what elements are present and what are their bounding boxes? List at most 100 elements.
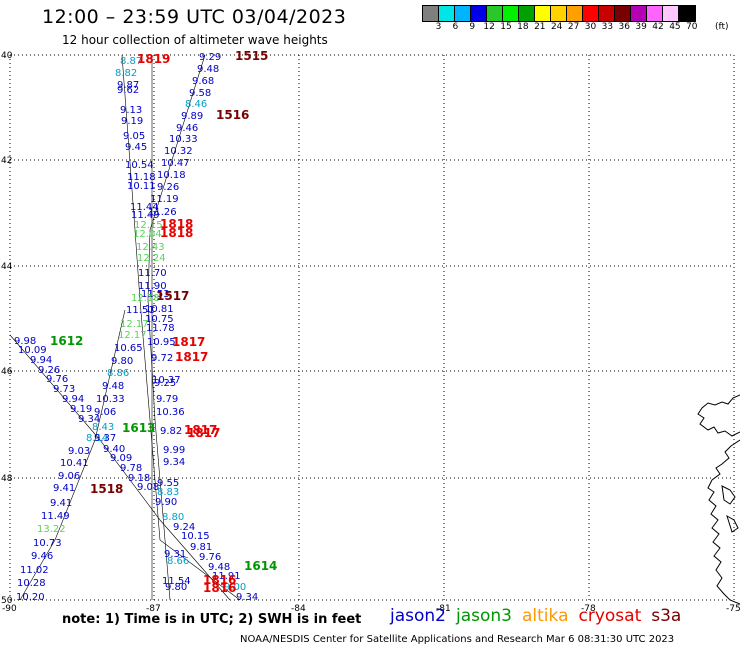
wave-height-value: 8.80 [162,512,184,523]
pass-time-label: 1516 [216,108,249,122]
wave-height-value: 9.81 [190,542,212,553]
wave-height-value: 9.62 [117,85,139,96]
wave-height-value: 10.28 [17,578,46,589]
legend-label: 45 [669,22,681,32]
pass-time-label: 1817 [172,335,205,349]
wave-height-value: 10.73 [33,538,62,549]
legend-label: 33 [601,22,614,32]
wave-height-value: 9.82 [160,426,182,437]
legend-swatch [535,6,551,21]
legend-label: 42 [652,22,664,32]
wave-height-value: 9.48 [102,381,124,392]
wave-height-value: 9.29 [199,52,221,63]
wave-height-value: 8.46 [185,99,207,110]
lon-tick-label: -75 [726,604,740,614]
wave-height-value: 9.40 [103,444,125,455]
wave-height-value: 9.58 [189,88,211,99]
pass-time-label: 1817 [184,423,217,437]
legend-swatch [583,6,599,21]
legend-swatch [615,6,631,21]
wave-height-value: 9.90 [155,497,177,508]
legend-label: 3 [435,22,442,32]
wave-height-value: 9.48 [208,562,230,573]
wave-height-value: 10.33 [96,394,125,405]
wave-height-value: 9.24 [173,522,195,533]
wave-height-value: 9.76 [199,552,221,563]
wave-height-value: 12.17 [120,319,149,330]
wave-height-value: 11.18 [127,172,156,183]
satellite-track-lines [9,54,241,601]
wave-height-value: 10.36 [156,407,185,418]
legend-label: 15 [500,22,512,32]
wave-height-value: 9.68 [192,76,214,87]
wave-height-value: 12.17 [118,330,147,341]
wave-height-value: 9.80 [111,356,133,367]
wave-height-value: 10.54 [125,160,154,171]
wave-height-value: 9.05 [123,131,145,142]
legend-label: 70 [686,22,698,32]
pass-time-label: 1818 [160,226,193,240]
wave-height-value: 10.33 [169,134,198,145]
pass-time-label: 1613 [122,421,155,435]
legend-swatch [519,6,535,21]
wave-height-value: 9.46 [176,123,198,134]
wave-height-value: 11.02 [20,565,49,576]
wave-height-value: 9.94 [62,394,84,405]
wave-height-value: 11.49 [131,210,160,221]
wave-height-value: 12.43 [136,242,165,253]
wave-height-value: 9.25 [154,378,176,389]
track-line [19,309,126,601]
wave-height-value: 9.72 [151,353,173,364]
legend-label: 24 [550,22,563,32]
wave-height-value: 12.04 [133,229,162,240]
wave-height-value: 10.81 [145,304,174,315]
lon-tick-label: -90 [2,604,17,614]
wave-height-value: 8.82 [115,68,137,79]
lon-tick-label: -78 [581,604,596,614]
wave-height-value: 9.03 [68,446,90,457]
track-line [9,334,231,601]
map-grid [9,54,735,601]
lat-tick-label: 50 [1,596,13,606]
pass-time-label: 1612 [50,334,83,348]
wave-height-value: 10.37 [152,375,181,386]
wave-height-value: 9.45 [125,142,147,153]
wave-height-value: 11.53 [141,289,170,300]
wave-height-value: 9.09 [110,453,132,464]
lat-tick-label: 48 [1,474,13,484]
wave-height-value: 13.22 [37,524,66,535]
wave-height-value: 9.37 [94,433,116,444]
legend-swatch [439,6,455,21]
wave-height-value: 10.18 [157,170,186,181]
lon-tick-label: -84 [291,604,306,614]
pass-time-label: 1518 [90,482,123,496]
legend-swatch [471,6,487,21]
wave-height-value: 12.24 [137,253,166,264]
legend-swatch [503,6,519,21]
wave-height-value: 10.65 [114,343,143,354]
wave-height-value: 10.15 [181,531,210,542]
wave-height-value: 10.75 [145,314,174,325]
lon-tick-label: -87 [146,604,161,614]
lon-tick-label: -81 [436,604,451,614]
pass-time-label: 1614 [244,559,277,573]
wave-height-value: 9.80 [165,582,187,593]
wave-height-value: 11.26 [148,207,177,218]
pass-time-label: 1819 [137,52,170,66]
wave-height-labels: 8.878.829.879.629.139.199.059.4510.5411.… [14,52,258,603]
wave-height-value: 9.73 [53,384,75,395]
legend-label: 39 [635,22,647,32]
legend-label: 21 [534,22,546,32]
wave-height-value: 9.48 [197,64,219,75]
lat-tick-label: 42 [1,156,12,166]
lat-tick-label: 44 [1,262,13,272]
legend-label: 18 [517,22,529,32]
coastline-outline [697,394,740,605]
pass-time-label: 1816 [203,573,236,587]
wave-height-value: 10.20 [16,592,45,603]
track-line [121,54,241,601]
wave-height-value: 11.90 [138,281,167,292]
footer-note: note: 1) Time is in UTC; 2) SWH is in fe… [62,612,362,627]
